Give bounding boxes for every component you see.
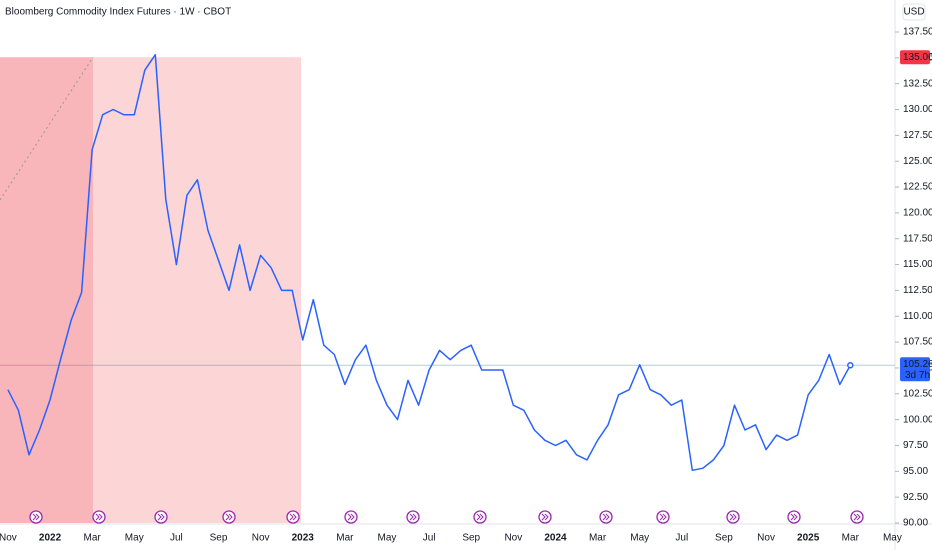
x-tick-label: 2022 (39, 533, 62, 544)
y-tick-label: 115.00 (903, 259, 932, 270)
y-tick-label: 132.50 (903, 78, 932, 89)
x-tick-label: Mar (84, 533, 102, 544)
event-icon-glyph (157, 513, 165, 521)
y-tick-label: 97.50 (903, 440, 928, 451)
y-tick-label: 95.00 (903, 466, 928, 477)
x-tick-label: Nov (0, 533, 17, 544)
x-tick-label: May (125, 533, 144, 544)
x-tick-label: Jul (170, 533, 183, 544)
event-icon-glyph (476, 513, 484, 521)
y-tick-label: 102.50 (903, 388, 932, 399)
event-icon-glyph (289, 513, 297, 521)
countdown-label: 3d 7h (905, 370, 930, 381)
event-icon-glyph (409, 513, 417, 521)
y-tick-label: 110.00 (903, 311, 932, 322)
chart-title: Bloomberg Commodity Index Futures · 1W ·… (5, 7, 231, 18)
x-tick-label: May (883, 533, 902, 544)
y-tick-label: 100.00 (903, 414, 932, 425)
y-tick-label: 120.00 (903, 208, 932, 219)
trend-line (0, 56, 94, 201)
y-tick-label: 137.50 (903, 27, 932, 38)
x-tick-label: Nov (757, 533, 775, 544)
y-tick-label: 127.50 (903, 130, 932, 141)
range-shade (0, 57, 93, 523)
x-tick-label: Sep (210, 533, 228, 544)
y-tick-label: 117.50 (903, 233, 932, 244)
event-icon-glyph (225, 513, 233, 521)
price-tag-label: 105.26 (903, 359, 932, 370)
x-tick-label: Mar (336, 533, 354, 544)
y-tick-label: 107.50 (903, 337, 932, 348)
x-tick-label: May (378, 533, 397, 544)
event-icon-glyph (32, 513, 40, 521)
x-tick-label: Sep (715, 533, 733, 544)
x-tick-label: 2025 (797, 533, 820, 544)
high-tag (900, 50, 930, 65)
event-icon-glyph (602, 513, 610, 521)
x-tick-label: Jul (423, 533, 436, 544)
x-tick-label: Jul (675, 533, 688, 544)
y-tick-label: 130.00 (903, 104, 932, 115)
x-tick-label: 2024 (544, 533, 567, 544)
y-tick-label: 112.50 (903, 285, 932, 296)
last-point (847, 362, 854, 369)
x-tick-label: Mar (589, 533, 607, 544)
range-shade (93, 57, 301, 523)
y-tick-label: 92.50 (903, 492, 928, 503)
event-icon-glyph (347, 513, 355, 521)
high-tag-label: 135.06 (903, 52, 932, 63)
x-tick-label: Sep (462, 533, 480, 544)
y-tick-label: 90.00 (903, 518, 928, 529)
y-tick-label: 125.00 (903, 156, 932, 167)
event-icon-glyph (729, 513, 737, 521)
event-icon-glyph (853, 513, 861, 521)
currency: USD (903, 7, 924, 18)
event-icon-glyph (95, 513, 103, 521)
event-icon-glyph (790, 513, 798, 521)
x-tick-label: May (630, 533, 649, 544)
x-tick-label: 2023 (292, 533, 315, 544)
price-tag (900, 357, 930, 382)
y-tick-label: 122.50 (903, 182, 932, 193)
x-tick-label: Nov (252, 533, 270, 544)
x-tick-label: Nov (504, 533, 522, 544)
price-line-series (7, 53, 851, 472)
event-icon-glyph (541, 513, 549, 521)
event-icon-glyph (659, 513, 667, 521)
x-tick-label: Mar (842, 533, 860, 544)
currency-button[interactable] (902, 3, 926, 21)
